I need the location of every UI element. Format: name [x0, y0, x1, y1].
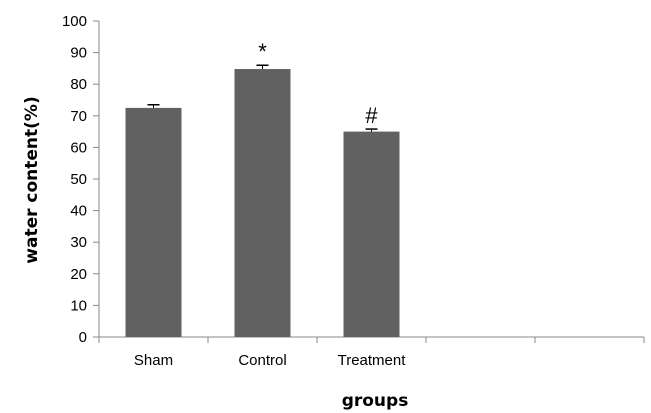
y-tick-label: 20 [70, 266, 87, 283]
x-tick-label: Sham [134, 352, 173, 369]
y-tick-label: 70 [70, 108, 87, 125]
bar-sham [125, 107, 182, 338]
y-tick-label: 100 [62, 13, 87, 30]
y-axis-title: water content(%) [22, 96, 42, 263]
y-tick-label: 0 [79, 329, 87, 346]
x-tick-label: Treatment [338, 352, 407, 369]
y-axis: 0 10 20 30 40 50 60 70 80 90 100 [62, 13, 100, 346]
x-tick-label: Control [238, 352, 286, 369]
y-tick-label: 10 [70, 297, 87, 314]
significance-marker: # [365, 103, 378, 128]
y-tick-label: 30 [70, 234, 87, 251]
x-axis: Sham Control Treatment [98, 336, 645, 369]
y-tick-label: 60 [70, 139, 87, 156]
y-tick-label: 50 [70, 171, 87, 188]
bar-treatment [343, 131, 400, 337]
significance-marker: * [258, 39, 267, 64]
bars: *# [125, 39, 400, 338]
y-tick-label: 80 [70, 76, 87, 93]
y-tick-label: 90 [70, 45, 87, 62]
x-axis-title: groups [342, 391, 409, 411]
y-tick-label: 40 [70, 203, 87, 220]
bar-control [234, 69, 291, 338]
